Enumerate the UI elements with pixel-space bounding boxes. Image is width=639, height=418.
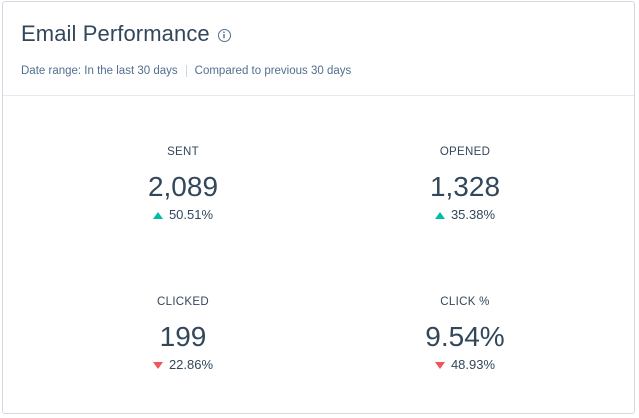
email-performance-card: Email Performance Date range: In the las…: [2, 1, 635, 414]
metric-change: 22.86%: [83, 357, 283, 373]
metric-label: CLICKED: [157, 296, 209, 308]
metric-change: 35.38%: [365, 207, 565, 223]
trend-down-icon: [152, 361, 163, 369]
metric-change-value: 22.86%: [168, 357, 214, 372]
info-glyph-icon: [223, 31, 225, 39]
trend-up-icon: [152, 211, 163, 219]
metric-label: OPENED: [439, 146, 491, 158]
comparison-filter[interactable]: Compared to previous 30 days: [194, 65, 352, 77]
trend-down-icon: [434, 361, 445, 369]
filter-bar: Date range: In the last 30 days Compared…: [21, 65, 351, 77]
metric-sent: SENT 2,089 50.51%: [83, 145, 283, 223]
metric-change: 48.93%: [365, 357, 565, 373]
trend-up-icon: [434, 211, 445, 219]
header-divider: [3, 95, 634, 96]
metric-change: 50.51%: [83, 207, 283, 223]
metric-label: CLICK %: [440, 296, 490, 308]
metric-opened: OPENED 1,328 35.38%: [365, 145, 565, 223]
metric-change-value: 50.51%: [168, 207, 214, 222]
metric-value: 9.54%: [425, 321, 505, 352]
metric-label: SENT: [167, 146, 199, 158]
metric-clicked: CLICKED 199 22.86%: [83, 295, 283, 373]
card-header: Email Performance: [21, 20, 231, 48]
card-title: Email Performance: [21, 21, 210, 46]
filter-separator: [185, 65, 187, 77]
metric-value: 2,089: [147, 171, 219, 202]
metric-value: 199: [159, 321, 207, 352]
info-icon[interactable]: [217, 28, 231, 42]
metric-change-value: 35.38%: [450, 207, 496, 222]
date-range-filter[interactable]: Date range: In the last 30 days: [21, 65, 178, 77]
metric-click-rate: CLICK % 9.54% 48.93%: [365, 295, 565, 373]
metric-value: 1,328: [429, 171, 501, 202]
metric-change-value: 48.93%: [450, 357, 496, 372]
